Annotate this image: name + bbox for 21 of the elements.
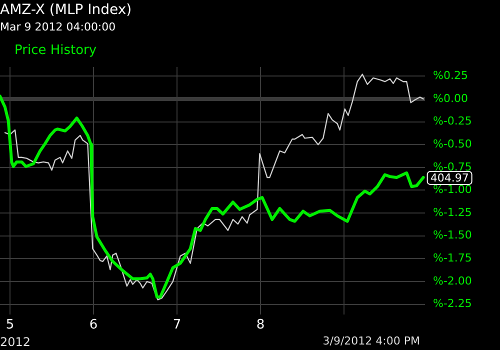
y-tick-label: %-2.00 — [433, 274, 472, 288]
chart-title: AMZ-X (MLP Index) — [0, 2, 132, 18]
y-tick-label: %-0.50 — [433, 137, 472, 150]
y-tick-label: %-1.75 — [433, 252, 472, 265]
y-tick-label: %0.00 — [433, 92, 468, 105]
y-tick-label: %0.25 — [433, 68, 468, 82]
x-tick-label: 7 — [172, 318, 182, 333]
text: 3/9/2012 4:00 PM — [322, 334, 420, 348]
chart-subtitle: Mar 9 2012 04:00:00 — [0, 20, 116, 34]
annotation: 404.97 — [430, 171, 469, 184]
x-tick-label: 8 — [256, 318, 265, 333]
y-tick-label: %-1.00 — [433, 183, 472, 196]
text: 2012 — [0, 335, 31, 350]
x-tick-label: 5 — [6, 318, 14, 333]
y-tick-label: %-1.50 — [433, 228, 472, 242]
text: Price History — [14, 42, 97, 58]
y-tick-label: %-2.25 — [433, 297, 472, 310]
y-tick-label: %-0.75 — [433, 160, 472, 174]
y-tick-label: %-0.25 — [433, 114, 472, 128]
x-tick-label: 6 — [89, 318, 98, 333]
y-tick-label: %-1.25 — [433, 206, 472, 219]
